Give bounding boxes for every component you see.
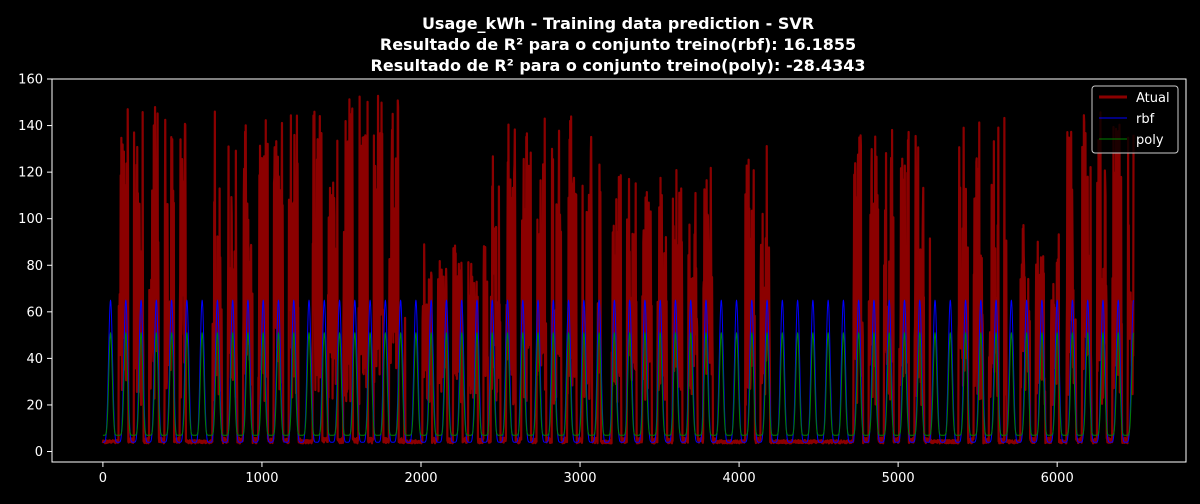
x-tick-label: 5000 <box>882 471 915 486</box>
series-line-poly <box>102 332 1135 436</box>
y-tick-label: 0 <box>35 445 43 460</box>
series-line-atual <box>101 94 1135 445</box>
y-tick-label: 140 <box>18 119 43 134</box>
chart-title-line-3: Resultado de R² para o conjunto treino(p… <box>371 56 866 75</box>
x-tick-label: 3000 <box>563 471 596 486</box>
axes-frame <box>51 78 1187 463</box>
legend-label-poly: poly <box>1136 133 1164 148</box>
plot-area <box>101 94 1135 445</box>
x-tick-label: 1000 <box>245 471 278 486</box>
y-tick-label: 20 <box>26 398 43 413</box>
y-tick-label: 40 <box>26 352 43 367</box>
y-tick-label: 160 <box>18 73 43 88</box>
x-axis: 0 1000 2000 3000 4000 5000 6000 <box>99 462 1074 486</box>
legend-entry-atual: Atual <box>1099 91 1170 106</box>
y-tick-label: 100 <box>18 212 43 227</box>
legend-entry-poly: poly <box>1099 133 1164 148</box>
y-tick-label: 60 <box>26 305 43 320</box>
x-tick-label: 0 <box>99 471 107 486</box>
legend: Atual rbf poly <box>1091 85 1179 154</box>
x-tick-label: 6000 <box>1041 471 1074 486</box>
legend-label-atual: Atual <box>1136 91 1170 106</box>
x-tick-label: 2000 <box>404 471 437 486</box>
legend-label-rbf: rbf <box>1136 112 1155 127</box>
y-tick-label: 80 <box>26 259 43 274</box>
legend-box <box>1091 85 1179 154</box>
legend-entry-rbf: rbf <box>1099 112 1155 127</box>
y-tick-label: 120 <box>18 166 43 181</box>
x-tick-label: 4000 <box>723 471 756 486</box>
chart-title-line-1: Usage_kWh - Training data prediction - S… <box>422 14 814 33</box>
y-axis: 0 20 40 60 80 100 120 140 160 <box>18 73 52 460</box>
chart-title-line-2: Resultado de R² para o conjunto treino(r… <box>380 35 856 54</box>
